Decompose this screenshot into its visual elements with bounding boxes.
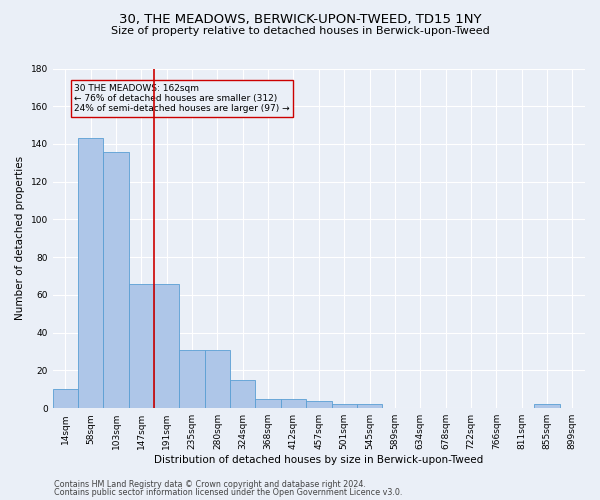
Text: Size of property relative to detached houses in Berwick-upon-Tweed: Size of property relative to detached ho… <box>110 26 490 36</box>
Bar <box>281 399 306 408</box>
Bar <box>78 138 103 408</box>
Bar <box>53 390 78 408</box>
Y-axis label: Number of detached properties: Number of detached properties <box>15 156 25 320</box>
Bar <box>154 284 179 408</box>
Text: 30 THE MEADOWS: 162sqm
← 76% of detached houses are smaller (312)
24% of semi-de: 30 THE MEADOWS: 162sqm ← 76% of detached… <box>74 84 290 114</box>
Bar <box>205 350 230 408</box>
Bar <box>535 404 560 408</box>
Bar <box>256 399 281 408</box>
Text: Contains HM Land Registry data © Crown copyright and database right 2024.: Contains HM Land Registry data © Crown c… <box>54 480 366 489</box>
Bar <box>230 380 256 408</box>
Bar <box>306 400 332 408</box>
Text: Contains public sector information licensed under the Open Government Licence v3: Contains public sector information licen… <box>54 488 403 497</box>
Text: 30, THE MEADOWS, BERWICK-UPON-TWEED, TD15 1NY: 30, THE MEADOWS, BERWICK-UPON-TWEED, TD1… <box>119 12 481 26</box>
Bar <box>179 350 205 408</box>
Bar <box>129 284 154 408</box>
X-axis label: Distribution of detached houses by size in Berwick-upon-Tweed: Distribution of detached houses by size … <box>154 455 484 465</box>
Bar <box>357 404 382 408</box>
Bar <box>332 404 357 408</box>
Bar <box>103 152 129 408</box>
